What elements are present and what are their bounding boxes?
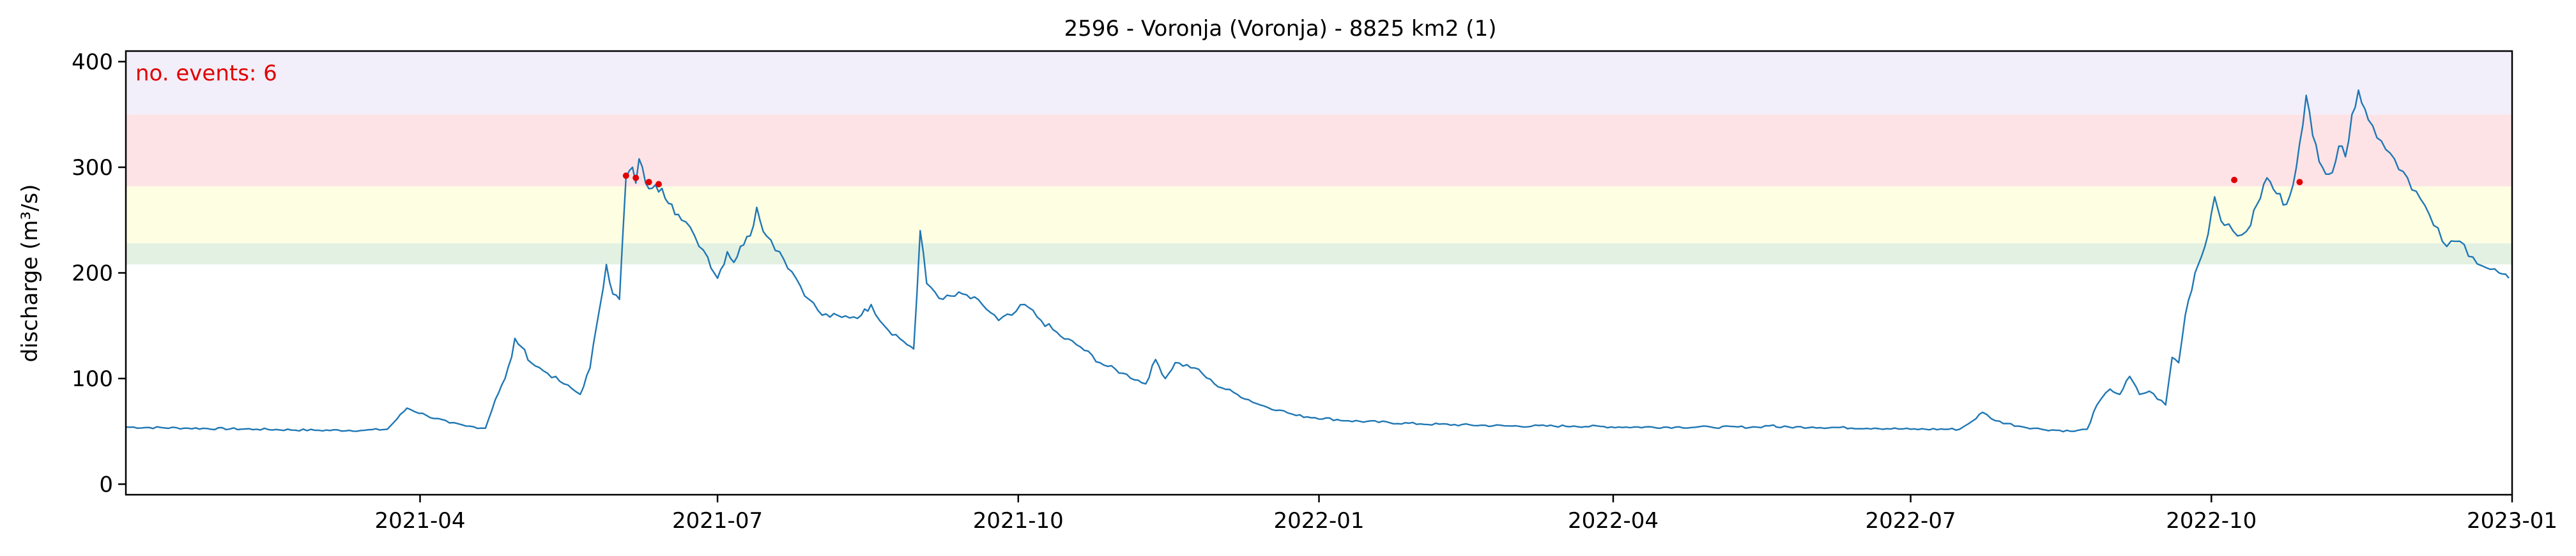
x-tick-label: 2022-10 [2166,508,2257,534]
band-green [126,243,2512,265]
y-tick-label: 100 [72,366,113,392]
events-annotation: no. events: 6 [135,61,277,86]
x-tick-label: 2022-01 [1273,508,1364,534]
x-tick-label: 2022-07 [1866,508,1956,534]
band-yellow [126,186,2512,244]
y-axis-label: discharge (m³/s) [17,184,43,363]
event-marker [632,174,640,181]
series-line-discharge [125,89,2510,433]
band-purple [126,51,2512,115]
event-marker [2296,179,2303,186]
series-layer [125,89,2510,433]
x-tick-label: 2021-07 [672,508,763,534]
event-marker [655,181,662,188]
event-marker [2231,176,2238,183]
event-marker [645,179,652,186]
plot-frame [125,50,2513,496]
band-red [126,114,2512,186]
y-tick-label: 300 [72,155,113,181]
x-tick-label: 2023-01 [2467,508,2557,534]
x-tick-label: 2022-04 [1568,508,1659,534]
y-tick-label: 400 [72,50,113,75]
event-marker [622,172,629,179]
x-tick-label: 2021-10 [973,508,1064,534]
x-tick-label: 2021-04 [374,508,465,534]
axis-ticks: 0 100 200 300 400 2021-04 2021-07 2021-10 2022-0… [72,50,2557,534]
event-markers [622,172,2303,188]
threshold-bands [126,51,2512,265]
chart-title: 2596 - Voronja (Voronja) - 8825 km2 (1) [1064,16,1497,41]
y-tick-label: 200 [72,261,113,287]
y-tick-label: 0 [99,472,113,497]
